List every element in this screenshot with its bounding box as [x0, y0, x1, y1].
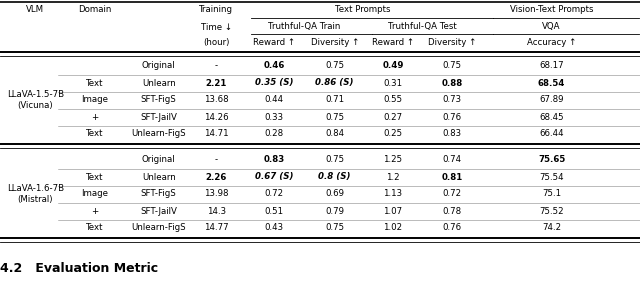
Text: -: -: [215, 62, 218, 71]
Text: Unlearn: Unlearn: [142, 173, 175, 181]
Text: 0.43: 0.43: [264, 223, 284, 232]
Text: 0.75: 0.75: [442, 62, 461, 71]
Text: Time ↓: Time ↓: [201, 23, 232, 32]
Text: 0.35 (S): 0.35 (S): [255, 79, 293, 88]
Text: 0.83: 0.83: [442, 129, 461, 138]
Text: 0.71: 0.71: [325, 95, 344, 105]
Text: 0.78: 0.78: [442, 207, 461, 216]
Text: 66.44: 66.44: [540, 129, 564, 138]
Text: 67.89: 67.89: [540, 95, 564, 105]
Text: Diversity ↑: Diversity ↑: [310, 38, 359, 47]
Text: 0.83: 0.83: [263, 155, 285, 164]
Text: 1.02: 1.02: [383, 223, 403, 232]
Text: SFT-JailV: SFT-JailV: [140, 207, 177, 216]
Text: 0.72: 0.72: [442, 190, 461, 199]
Text: 0.81: 0.81: [441, 173, 463, 181]
Text: 0.74: 0.74: [442, 155, 461, 164]
Text: 1.07: 1.07: [383, 207, 403, 216]
Text: 4.2   Evaluation Metric: 4.2 Evaluation Metric: [0, 262, 158, 275]
Text: Vision-Text Prompts: Vision-Text Prompts: [510, 5, 593, 14]
Text: 0.25: 0.25: [383, 129, 403, 138]
Text: 68.54: 68.54: [538, 79, 565, 88]
Text: Original: Original: [142, 62, 175, 71]
Text: 0.31: 0.31: [383, 79, 403, 88]
Text: 0.55: 0.55: [383, 95, 403, 105]
Text: 0.86 (S): 0.86 (S): [316, 79, 354, 88]
Text: 0.27: 0.27: [383, 112, 403, 121]
Text: Text: Text: [86, 79, 104, 88]
Text: 0.75: 0.75: [325, 112, 344, 121]
Text: 0.76: 0.76: [442, 223, 461, 232]
Text: Unlearn: Unlearn: [142, 79, 175, 88]
Text: Unlearn-FigS: Unlearn-FigS: [131, 223, 186, 232]
Text: 68.45: 68.45: [540, 112, 564, 121]
Text: 0.84: 0.84: [325, 129, 344, 138]
Text: Text Prompts: Text Prompts: [335, 5, 390, 14]
Text: 0.75: 0.75: [325, 62, 344, 71]
Text: 0.28: 0.28: [264, 129, 284, 138]
Text: 2.26: 2.26: [205, 173, 227, 181]
Text: 14.26: 14.26: [204, 112, 228, 121]
Text: +: +: [91, 207, 99, 216]
Text: SFT-FigS: SFT-FigS: [141, 95, 177, 105]
Text: Text: Text: [86, 173, 104, 181]
Text: 0.88: 0.88: [441, 79, 463, 88]
Text: Diversity ↑: Diversity ↑: [428, 38, 476, 47]
Text: Accuracy ↑: Accuracy ↑: [527, 38, 577, 47]
Text: 13.68: 13.68: [204, 95, 228, 105]
Text: 1.2: 1.2: [386, 173, 400, 181]
Text: SFT-JailV: SFT-JailV: [140, 112, 177, 121]
Text: 0.44: 0.44: [264, 95, 284, 105]
Text: 0.79: 0.79: [325, 207, 344, 216]
Text: Reward ↑: Reward ↑: [253, 38, 295, 47]
Text: VLM: VLM: [26, 5, 44, 14]
Text: 14.77: 14.77: [204, 223, 228, 232]
Text: 13.98: 13.98: [204, 190, 228, 199]
Text: Text: Text: [86, 223, 104, 232]
Text: 0.72: 0.72: [264, 190, 284, 199]
Text: 1.25: 1.25: [383, 155, 403, 164]
Text: 74.2: 74.2: [542, 223, 561, 232]
Text: 2.21: 2.21: [205, 79, 227, 88]
Text: Image: Image: [81, 190, 108, 199]
Text: Domain: Domain: [78, 5, 111, 14]
Text: VQA: VQA: [543, 23, 561, 32]
Text: 0.8 (S): 0.8 (S): [319, 173, 351, 181]
Text: 0.69: 0.69: [325, 190, 344, 199]
Text: Truthful-QA Train: Truthful-QA Train: [268, 23, 340, 32]
Text: LLaVA-1.6-7B
(Mistral): LLaVA-1.6-7B (Mistral): [6, 184, 64, 204]
Text: 14.3: 14.3: [207, 207, 226, 216]
Text: 0.51: 0.51: [264, 207, 284, 216]
Text: SFT-FigS: SFT-FigS: [141, 190, 177, 199]
Text: 68.17: 68.17: [540, 62, 564, 71]
Text: 75.65: 75.65: [538, 155, 565, 164]
Text: 14.71: 14.71: [204, 129, 228, 138]
Text: Training: Training: [199, 5, 234, 14]
Text: -: -: [215, 155, 218, 164]
Text: (hour): (hour): [203, 38, 230, 47]
Text: Text: Text: [86, 129, 104, 138]
Text: 0.75: 0.75: [325, 223, 344, 232]
Text: 0.67 (S): 0.67 (S): [255, 173, 293, 181]
Text: 75.52: 75.52: [540, 207, 564, 216]
Text: Reward ↑: Reward ↑: [372, 38, 414, 47]
Text: LLaVA-1.5-7B
(Vicuna): LLaVA-1.5-7B (Vicuna): [6, 90, 64, 110]
Text: Image: Image: [81, 95, 108, 105]
Text: 1.13: 1.13: [383, 190, 403, 199]
Text: Unlearn-FigS: Unlearn-FigS: [131, 129, 186, 138]
Text: 75.54: 75.54: [540, 173, 564, 181]
Text: 0.46: 0.46: [263, 62, 285, 71]
Text: 0.49: 0.49: [382, 62, 404, 71]
Text: Truthful-QA Test: Truthful-QA Test: [388, 23, 457, 32]
Text: 0.33: 0.33: [264, 112, 284, 121]
Text: Original: Original: [142, 155, 175, 164]
Text: +: +: [91, 112, 99, 121]
Text: 0.73: 0.73: [442, 95, 461, 105]
Text: 0.75: 0.75: [325, 155, 344, 164]
Text: 75.1: 75.1: [542, 190, 561, 199]
Text: 0.76: 0.76: [442, 112, 461, 121]
